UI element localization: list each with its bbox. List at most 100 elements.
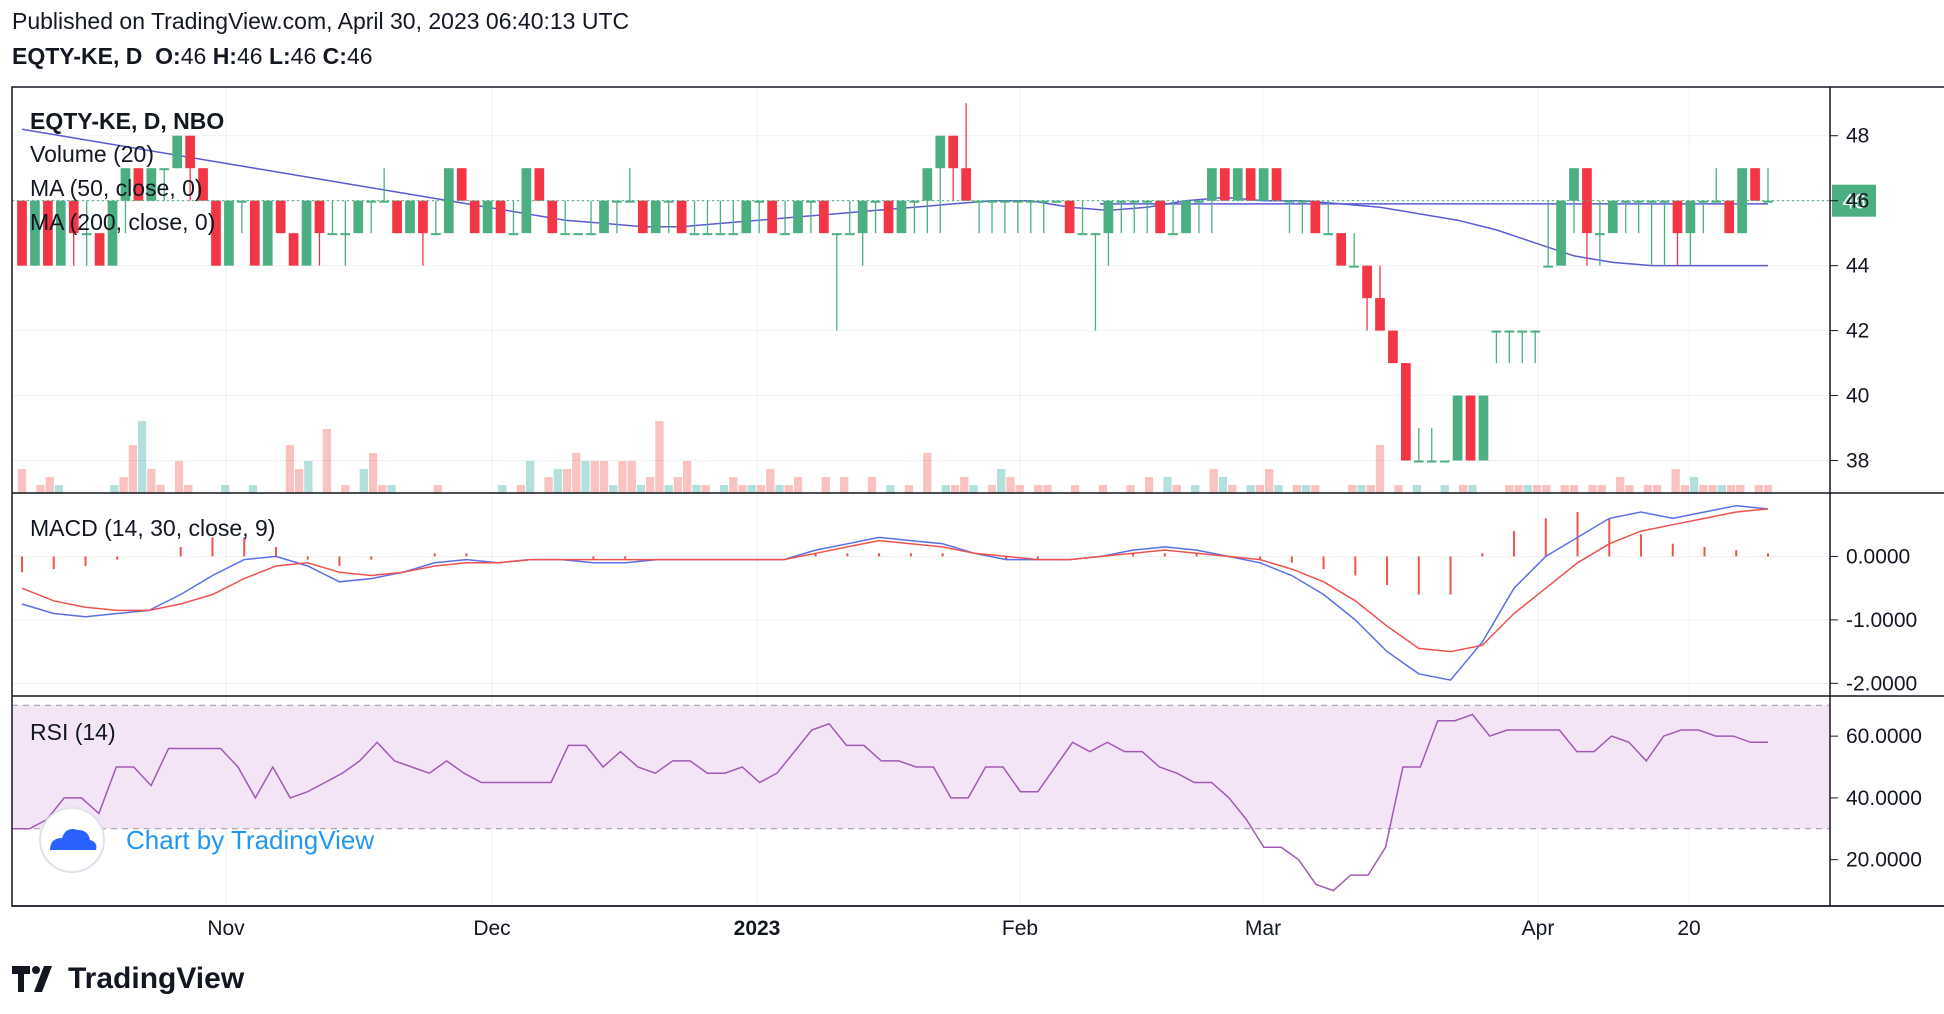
volume-bar[interactable] bbox=[997, 469, 1006, 493]
candle-body[interactable] bbox=[1504, 330, 1515, 333]
candle-body[interactable] bbox=[702, 233, 713, 236]
tradingview-watermark[interactable]: Chart by TradingView bbox=[39, 807, 374, 873]
volume-bar[interactable] bbox=[221, 485, 230, 493]
volume-bar[interactable] bbox=[1015, 485, 1024, 493]
volume-bar[interactable] bbox=[45, 477, 54, 493]
volume-bar[interactable] bbox=[387, 485, 396, 493]
candle-body[interactable] bbox=[469, 200, 480, 234]
candle-body[interactable] bbox=[456, 168, 467, 201]
candle-body[interactable] bbox=[586, 233, 596, 236]
candle-body[interactable] bbox=[1349, 265, 1359, 268]
volume-bar[interactable] bbox=[156, 485, 165, 493]
candle-body[interactable] bbox=[314, 200, 325, 234]
candle-body[interactable] bbox=[379, 200, 389, 203]
candle-body[interactable] bbox=[1245, 168, 1256, 201]
candle-body[interactable] bbox=[55, 200, 66, 266]
candle-body[interactable] bbox=[1711, 200, 1722, 203]
candle-body[interactable] bbox=[1543, 265, 1553, 268]
volume-bar[interactable] bbox=[1163, 477, 1172, 493]
volume-bar[interactable] bbox=[701, 485, 710, 493]
candle-body[interactable] bbox=[534, 168, 545, 201]
candle-body[interactable] bbox=[1025, 200, 1036, 203]
candle-body[interactable] bbox=[987, 200, 997, 203]
candle-body[interactable] bbox=[1362, 265, 1372, 299]
volume-bar[interactable] bbox=[341, 485, 350, 493]
candle-body[interactable] bbox=[17, 200, 27, 266]
candle-body[interactable] bbox=[1556, 200, 1566, 266]
candle-body[interactable] bbox=[392, 200, 402, 234]
volume-bar[interactable] bbox=[1542, 485, 1551, 493]
candle-body[interactable] bbox=[1077, 233, 1088, 236]
volume-bar[interactable] bbox=[1126, 485, 1135, 493]
candle-body[interactable] bbox=[650, 200, 661, 234]
candle-body[interactable] bbox=[1271, 168, 1282, 201]
volume-bar[interactable] bbox=[553, 469, 562, 493]
candle-body[interactable] bbox=[1401, 363, 1411, 461]
volume-bar[interactable] bbox=[1736, 485, 1745, 493]
candle-body[interactable] bbox=[1491, 330, 1502, 333]
volume-bar[interactable] bbox=[1394, 485, 1403, 493]
candle-body[interactable] bbox=[288, 233, 299, 266]
volume-bar[interactable] bbox=[618, 461, 627, 493]
volume-bar[interactable] bbox=[1006, 477, 1015, 493]
volume-bar[interactable] bbox=[1209, 469, 1218, 493]
candle-body[interactable] bbox=[1569, 168, 1579, 201]
candle-body[interactable] bbox=[353, 200, 364, 234]
candle-body[interactable] bbox=[146, 168, 157, 201]
candle-body[interactable] bbox=[1142, 200, 1153, 203]
volume-bar[interactable] bbox=[54, 485, 64, 493]
volume-bar[interactable] bbox=[599, 461, 609, 493]
volume-bar[interactable] bbox=[960, 477, 969, 493]
volume-bar[interactable] bbox=[1597, 485, 1606, 493]
volume-bar[interactable] bbox=[609, 485, 618, 493]
volume-bar[interactable] bbox=[950, 485, 960, 493]
candle-body[interactable] bbox=[1646, 200, 1657, 203]
volume-bar[interactable] bbox=[1246, 485, 1255, 493]
candle-body[interactable] bbox=[715, 233, 726, 236]
volume-bar[interactable] bbox=[17, 469, 27, 493]
volume-bar[interactable] bbox=[682, 461, 692, 493]
candle-body[interactable] bbox=[560, 233, 571, 236]
candle-body[interactable] bbox=[43, 200, 53, 266]
volume-bar[interactable] bbox=[294, 469, 304, 493]
candle-body[interactable] bbox=[366, 200, 377, 203]
candle-body[interactable] bbox=[1310, 200, 1321, 234]
candle-body[interactable] bbox=[81, 233, 92, 236]
volume-bar[interactable] bbox=[1255, 485, 1265, 493]
candle-body[interactable] bbox=[754, 200, 765, 203]
volume-bar[interactable] bbox=[304, 461, 313, 493]
candle-body[interactable] bbox=[1219, 168, 1230, 201]
volume-bar[interactable] bbox=[1274, 485, 1283, 493]
volume-bar[interactable] bbox=[36, 485, 45, 493]
candle-body[interactable] bbox=[521, 168, 532, 234]
candle-body[interactable] bbox=[689, 233, 700, 236]
candle-body[interactable] bbox=[1595, 233, 1605, 236]
candle-body[interactable] bbox=[1698, 200, 1709, 203]
volume-bar[interactable] bbox=[719, 485, 729, 493]
price-pane[interactable]: 46 bbox=[12, 103, 1876, 493]
candle-body[interactable] bbox=[133, 168, 144, 201]
volume-bar[interactable] bbox=[738, 485, 747, 493]
volume-bar[interactable] bbox=[1763, 485, 1773, 493]
candle-body[interactable] bbox=[780, 233, 790, 236]
candle-body[interactable] bbox=[1659, 200, 1670, 203]
candle-body[interactable] bbox=[249, 200, 260, 266]
volume-bar[interactable] bbox=[1311, 485, 1320, 493]
volume-bar[interactable] bbox=[590, 461, 599, 493]
candle-body[interactable] bbox=[948, 135, 959, 169]
volume-bar[interactable] bbox=[119, 477, 128, 493]
volume-bar[interactable] bbox=[1348, 485, 1357, 493]
candle-body[interactable] bbox=[1297, 200, 1308, 203]
candle-body[interactable] bbox=[896, 200, 907, 234]
volume-bar[interactable] bbox=[1366, 485, 1375, 493]
volume-bar[interactable] bbox=[1560, 485, 1569, 493]
volume-bar[interactable] bbox=[756, 485, 766, 493]
candle-body[interactable] bbox=[224, 200, 234, 266]
candle-body[interactable] bbox=[1051, 200, 1062, 203]
candle-body[interactable] bbox=[870, 200, 881, 203]
candle-body[interactable] bbox=[275, 200, 286, 234]
volume-bar[interactable] bbox=[627, 461, 636, 493]
volume-bar[interactable] bbox=[1357, 485, 1366, 493]
candle-body[interactable] bbox=[1323, 233, 1334, 236]
